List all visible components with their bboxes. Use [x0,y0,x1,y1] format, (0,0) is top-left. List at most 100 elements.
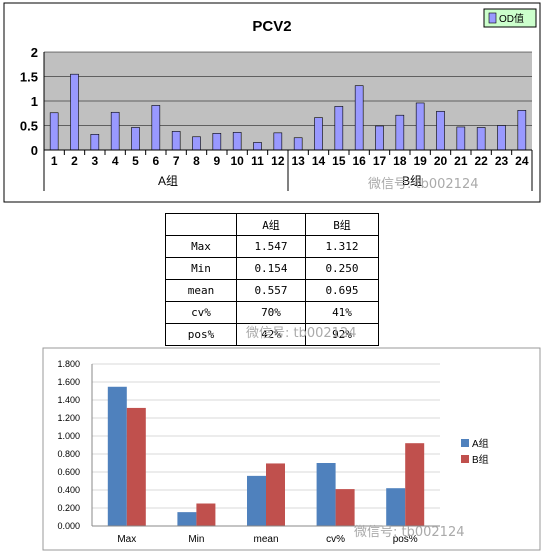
chart1-y-ticks: 0 0.5 1 1.5 2 [20,45,38,158]
x-tick-label: 13 [291,154,305,168]
chart1-legend-swatch [488,12,497,24]
bar [335,489,355,526]
table-header-cell: A组 [236,213,306,236]
bar [354,85,364,151]
x-tick-label: 1 [51,154,58,168]
bar [316,463,336,526]
x-tick-label: 16 [352,154,366,168]
x-tick-label: 24 [515,154,529,168]
x-tick-label: 8 [193,154,200,168]
table-header-cell: B组 [305,213,379,236]
bar [517,110,527,151]
chart1-group-label-b: B组 [402,174,422,188]
table-row-label: Min [165,257,237,280]
x-tick-label: 5 [132,154,139,168]
bar [126,407,146,526]
y-tick-label: 2 [31,45,38,60]
table-cell: 0.250 [305,257,379,280]
x-tick-label: 12 [271,154,285,168]
bar [151,105,161,151]
chart1-x-ticks: 1 2 3 4 5 6 7 8 9 10 11 12 13 14 15 16 17 18 19 20 21 22 23 24 [43,150,529,168]
x-tick-label: 14 [312,154,326,168]
x-tick-label: 22 [474,154,488,168]
chart2-x-ticks: Max Min mean cv% pos% [117,534,417,545]
x-tick-label: 10 [230,154,244,168]
bar [273,132,283,151]
chart1-group-label-a: A组 [158,174,178,188]
bar [110,111,120,151]
group-comparison-chart: 0.000 0.200 0.400 0.600 0.800 1.000 1.200 1.400… [42,347,541,551]
x-tick-label: 17 [373,154,387,168]
x-tick-label: 4 [112,154,119,168]
bar [196,503,216,526]
bar [70,73,79,151]
y-tick-label: 0.200 [57,503,80,513]
x-tick-label: 15 [332,154,346,168]
table-row-label: mean [165,279,237,302]
bar [405,443,425,526]
pcv2-chart: PCV2 00.511.52 1 2 3 4 5 6 7 8 9 10 11 12 13 14 15 16 17… [3,2,541,203]
x-tick-label: 6 [152,154,159,168]
y-tick-label: 0.5 [20,119,38,134]
chart1-legend-label: OD值 [499,12,524,25]
bar [497,125,506,151]
table-row: pos% 42% 92% [165,323,379,346]
chart1-legend-box [483,8,537,28]
bar [395,114,405,151]
bar [192,136,201,151]
x-tick-label: Min [188,534,204,545]
bar [232,132,242,151]
y-tick-label: 0.800 [57,449,80,459]
x-tick-label: 3 [91,154,98,168]
y-tick-label: 1.800 [57,359,80,369]
bar [386,488,406,526]
y-tick-label: 1 [31,94,38,109]
table-cell: 0.695 [305,279,379,302]
bar [436,110,445,151]
table-cell: 1.312 [305,235,379,258]
y-tick-label: 1.200 [57,413,80,423]
bar [314,117,323,151]
table-header-row: A组 B组 [165,213,379,236]
bar [49,112,59,151]
x-tick-label: 9 [213,154,220,168]
table-row: cv% 70% 41% [165,301,379,324]
stats-table: A组 B组 Max 1.547 1.312 Min 0.154 0.250 me… [165,213,379,346]
table-cell: 0.154 [236,257,306,280]
y-tick-label: 1.000 [57,431,80,441]
legend-label-a: A组 [472,437,489,450]
bar [107,386,127,526]
y-tick-label: 1.600 [57,377,80,387]
legend-label-b: B组 [472,453,489,466]
table-row-label: Max [165,235,237,258]
bar [334,106,344,151]
y-tick-label: 0.000 [57,521,80,531]
x-tick-label: pos% [393,534,418,545]
y-tick-label: 0.400 [57,485,80,495]
table-cell: 41% [305,301,379,324]
bar [476,127,486,151]
x-tick-label: 18 [393,154,407,168]
bar [266,463,285,526]
x-tick-label: 2 [71,154,78,168]
y-tick-label: 1.5 [20,70,38,85]
table-cell: 0.557 [236,279,306,302]
x-tick-label: cv% [326,534,345,545]
bar [415,102,425,151]
chart2-y-ticks: 0.000 0.200 0.400 0.600 0.800 1.000 1.200 1.400… [57,359,80,531]
legend-swatch-b [461,455,469,463]
bar [375,125,384,151]
table-cell: 92% [305,323,379,346]
bar [90,134,100,151]
bar [212,133,222,151]
table-row: mean 0.557 0.695 [165,279,379,302]
chart1-title: PCV2 [252,18,291,35]
x-tick-label: 7 [173,154,180,168]
x-tick-label: Max [117,534,136,545]
x-tick-label: 23 [495,154,509,168]
y-tick-label: 0 [31,143,38,158]
x-tick-label: 19 [413,154,427,168]
legend-swatch-a [461,439,469,447]
y-tick-label: 1.400 [57,395,80,405]
bar [293,137,303,151]
